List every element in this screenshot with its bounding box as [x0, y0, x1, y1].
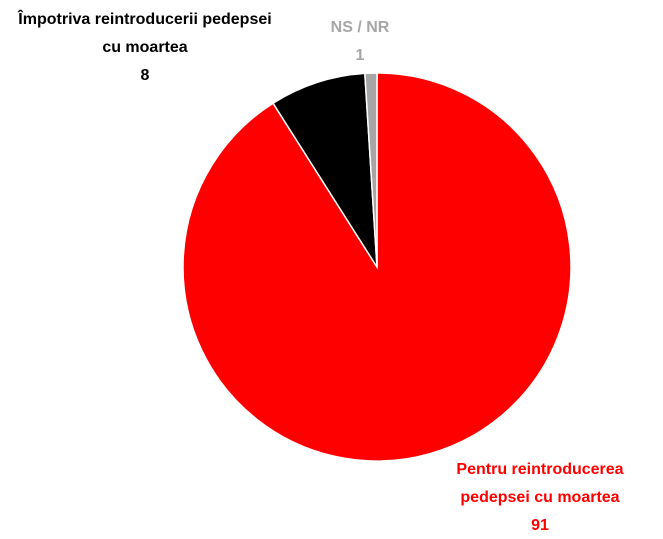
value-label: 1 — [355, 47, 365, 64]
value-label: 8 — [140, 67, 150, 84]
slice-label: Pentru reintroducerea pedepsei cu moarte… — [420, 456, 660, 539]
slice-label: NS / NR 1 — [300, 14, 420, 70]
category-label: Pentru reintroducerea pedepsei cu moarte… — [456, 461, 624, 506]
value-label: 91 — [531, 517, 549, 534]
pie-slice — [364, 72, 378, 268]
slice-label: Împotriva reintroducerii pedepsei cu moa… — [10, 6, 280, 90]
category-label: NS / NR — [330, 19, 390, 36]
category-label: Împotriva reintroducerii pedepsei cu moa… — [18, 11, 272, 56]
pie-slice — [272, 72, 378, 268]
